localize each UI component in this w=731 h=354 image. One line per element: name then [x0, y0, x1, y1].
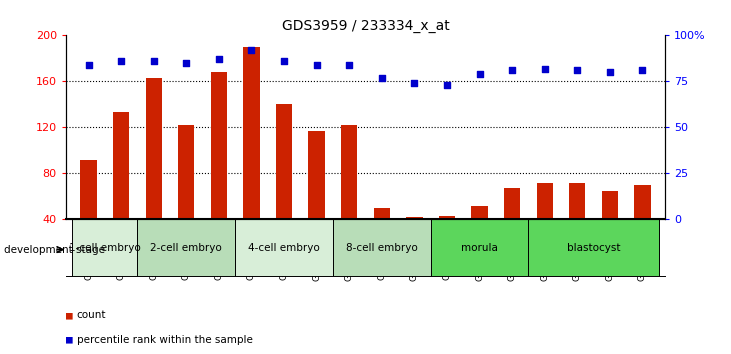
- Bar: [178, 125, 194, 219]
- Point: [441, 82, 452, 88]
- Bar: [439, 216, 455, 219]
- Point: [279, 58, 290, 64]
- Text: count: count: [77, 310, 106, 320]
- Point: [213, 57, 224, 62]
- Point: [344, 62, 355, 68]
- Bar: [529, 219, 659, 276]
- Bar: [235, 219, 333, 276]
- Bar: [137, 219, 235, 276]
- Bar: [145, 78, 162, 219]
- Bar: [72, 219, 137, 276]
- Bar: [635, 185, 651, 219]
- Bar: [406, 217, 423, 219]
- Bar: [569, 183, 586, 219]
- Point: [572, 68, 583, 73]
- Point: [181, 60, 192, 66]
- Bar: [602, 191, 618, 219]
- Text: blastocyst: blastocyst: [567, 243, 621, 253]
- Text: percentile rank within the sample: percentile rank within the sample: [77, 335, 253, 345]
- Bar: [113, 113, 129, 219]
- Bar: [471, 206, 488, 219]
- Bar: [211, 72, 227, 219]
- Bar: [308, 131, 325, 219]
- Bar: [537, 183, 553, 219]
- Bar: [374, 208, 390, 219]
- Text: 8-cell embryo: 8-cell embryo: [346, 243, 417, 253]
- Point: [311, 62, 322, 68]
- Text: 1-cell embryo: 1-cell embryo: [69, 243, 141, 253]
- Bar: [333, 219, 431, 276]
- Text: development stage: development stage: [4, 245, 105, 255]
- Text: 2-cell embryo: 2-cell embryo: [151, 243, 222, 253]
- Bar: [504, 188, 520, 219]
- Title: GDS3959 / 233334_x_at: GDS3959 / 233334_x_at: [281, 19, 450, 33]
- Point: [474, 71, 485, 77]
- Text: ■: ■: [66, 335, 72, 345]
- Bar: [431, 219, 529, 276]
- Point: [507, 68, 518, 73]
- Point: [115, 58, 127, 64]
- Point: [604, 69, 616, 75]
- Text: morula: morula: [461, 243, 498, 253]
- Point: [637, 68, 648, 73]
- Point: [148, 58, 159, 64]
- Point: [83, 62, 94, 68]
- Point: [409, 80, 420, 86]
- Bar: [341, 125, 357, 219]
- Bar: [243, 47, 260, 219]
- Point: [246, 47, 257, 53]
- Bar: [276, 104, 292, 219]
- Point: [539, 66, 550, 72]
- Point: [376, 75, 387, 81]
- Text: ■: ■: [66, 310, 72, 320]
- Bar: [80, 160, 96, 219]
- Text: 4-cell embryo: 4-cell embryo: [249, 243, 320, 253]
